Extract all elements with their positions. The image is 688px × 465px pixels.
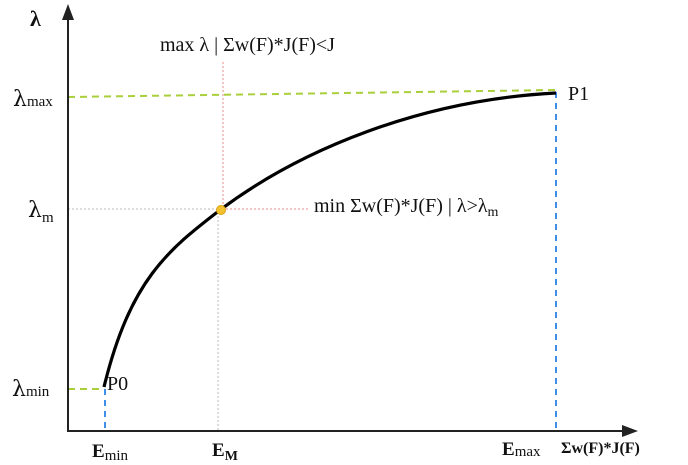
lambda-m-label: λm	[28, 198, 54, 226]
max-lambda-annotation: max λ | Σw(F)*J(F)<J	[160, 34, 335, 56]
point-p1-label: P1	[568, 83, 589, 105]
x-axis-arrow-icon	[622, 425, 638, 437]
emin-label: Emin	[92, 441, 129, 464]
lambda-min-label: λmin	[12, 377, 50, 402]
x-axis-label: Σw(F)*J(F)	[561, 440, 640, 457]
point-p0-label: P0	[107, 373, 128, 395]
min-cost-annotation: min Σw(F)*J(F) | λ>λm	[314, 195, 499, 220]
optimum-point-marker	[216, 205, 226, 215]
em-label: EM	[212, 440, 238, 464]
tradeoff-curve	[102, 91, 557, 388]
lambda-max-guide-line	[67, 89, 556, 98]
emax-label: Emax	[502, 439, 541, 460]
y-axis-symbol: λ	[30, 6, 41, 31]
y-axis-arrow-icon	[62, 4, 74, 20]
lambda-max-label: λmax	[13, 87, 53, 112]
